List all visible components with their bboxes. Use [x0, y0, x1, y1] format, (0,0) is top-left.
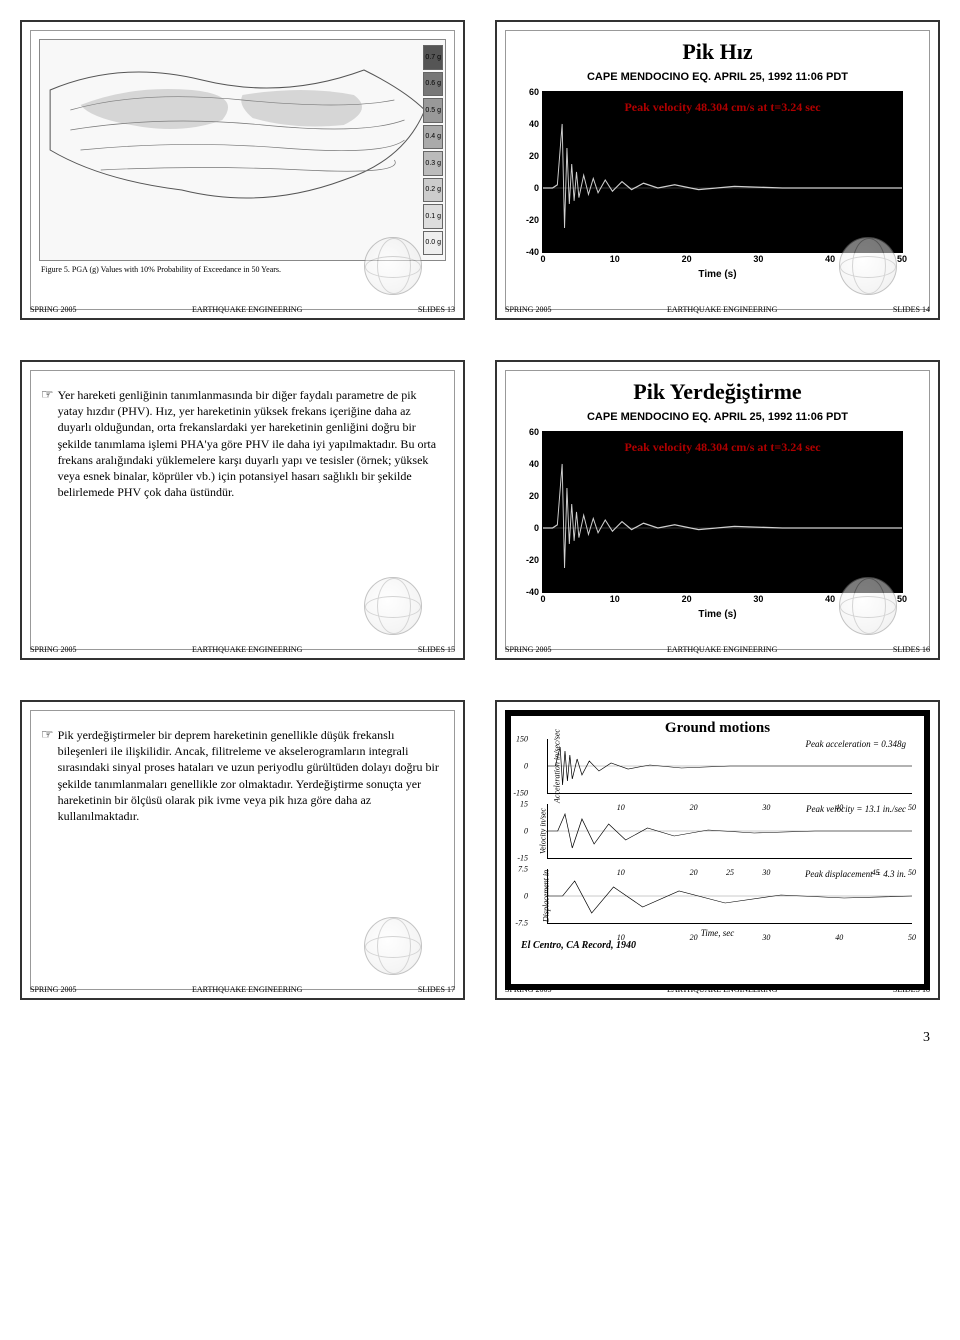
globe-icon	[364, 577, 422, 635]
colorbar-seg: 0.0 g	[423, 231, 443, 256]
gm-accel-chart: Acceleration in/sec/sec Peak acceleratio…	[547, 739, 912, 794]
footer-right: SLIDES 15	[418, 645, 455, 654]
map-colorbar: 0.7 g 0.6 g 0.5 g 0.4 g 0.3 g 0.2 g 0.1 …	[423, 44, 443, 256]
slide-18: Ground motions Acceleration in/sec/sec P…	[495, 700, 940, 1000]
footer-right: SLIDES 14	[893, 305, 930, 314]
slide-15: ☞ Yer hareketi genliğinin tanımlanmasınd…	[20, 360, 465, 660]
bullet-icon: ☞	[41, 387, 54, 500]
text-body: ☞ Yer hareketi genliğinin tanımlanmasınd…	[37, 377, 448, 500]
footer-mid: EARTHQUAKE ENGINEERING	[551, 645, 892, 654]
colorbar-seg: 0.1 g	[423, 204, 443, 229]
footer-right: SLIDES 13	[418, 305, 455, 314]
footer-mid: EARTHQUAKE ENGINEERING	[551, 985, 892, 994]
chart-subtitle: CAPE MENDOCINO EQ. APRIL 25, 1992 11:06 …	[512, 411, 923, 423]
chart-title: Pik Hız	[512, 39, 923, 65]
chart-title: Pik Yerdeğiştirme	[512, 379, 923, 405]
colorbar-seg: 0.3 g	[423, 151, 443, 176]
pga-map: 0.7 g 0.6 g 0.5 g 0.4 g 0.3 g 0.2 g 0.1 …	[39, 39, 446, 261]
globe-icon	[839, 237, 897, 295]
footer-right: SLIDES 17	[418, 985, 455, 994]
gm-xlabel: Time, sec	[517, 928, 918, 938]
gm-displacement-chart: Displacement in Peak displacement = 4.3 …	[547, 869, 912, 924]
bullet-icon: ☞	[41, 727, 54, 824]
footer-mid: EARTHQUAKE ENGINEERING	[76, 645, 417, 654]
footer-right: SLIDES 16	[893, 645, 930, 654]
globe-icon	[364, 917, 422, 975]
footer-left: SPRING 2005	[505, 645, 551, 654]
footer-left: SPRING 2005	[30, 985, 76, 994]
colorbar-seg: 0.7 g	[423, 45, 443, 70]
footer-mid: EARTHQUAKE ENGINEERING	[76, 305, 417, 314]
gm-title: Ground motions	[517, 720, 918, 737]
colorbar-seg: 0.6 g	[423, 72, 443, 97]
colorbar-seg: 0.5 g	[423, 98, 443, 123]
slide-13: 0.7 g 0.6 g 0.5 g 0.4 g 0.3 g 0.2 g 0.1 …	[20, 20, 465, 320]
paragraph: Pik yerdeğiştirmeler bir deprem hareketi…	[58, 727, 440, 824]
globe-icon	[839, 577, 897, 635]
footer-left: SPRING 2005	[30, 645, 76, 654]
globe-icon	[364, 237, 422, 295]
footer-left: SPRING 2005	[505, 305, 551, 314]
colorbar-seg: 0.4 g	[423, 125, 443, 150]
footer-right: SLIDES 18	[893, 985, 930, 994]
slide-footer: SPRING 2005 EARTHQUAKE ENGINEERING SLIDE…	[505, 645, 930, 654]
slide-14: Pik Hız CAPE MENDOCINO EQ. APRIL 25, 199…	[495, 20, 940, 320]
displacement-chart: Peak velocity 48.304 cm/s at t=3.24 sec …	[542, 431, 903, 593]
velocity-chart: Peak velocity 48.304 cm/s at t=3.24 sec …	[542, 91, 903, 253]
gm-velocity-chart: Velocity in/sec Peak velocity = 13.1 in.…	[547, 804, 912, 859]
gm-ylabel: Velocity in/sec	[538, 808, 547, 854]
gm-caption: El Centro, CA Record, 1940	[521, 940, 918, 951]
slide-16: Pik Yerdeğiştirme CAPE MENDOCINO EQ. APR…	[495, 360, 940, 660]
y-ticks: 60 40 20 0 -20 -40	[521, 432, 541, 592]
slide-grid: 0.7 g 0.6 g 0.5 g 0.4 g 0.3 g 0.2 g 0.1 …	[20, 20, 940, 1000]
footer-left: SPRING 2005	[30, 305, 76, 314]
slide-footer: SPRING 2005 EARTHQUAKE ENGINEERING SLIDE…	[30, 305, 455, 314]
slide-footer: SPRING 2005 EARTHQUAKE ENGINEERING SLIDE…	[505, 985, 930, 994]
colorbar-seg: 0.2 g	[423, 178, 443, 203]
slide-footer: SPRING 2005 EARTHQUAKE ENGINEERING SLIDE…	[30, 985, 455, 994]
text-body: ☞ Pik yerdeğiştirmeler bir deprem hareke…	[37, 717, 448, 824]
footer-mid: EARTHQUAKE ENGINEERING	[551, 305, 892, 314]
slide-footer: SPRING 2005 EARTHQUAKE ENGINEERING SLIDE…	[30, 645, 455, 654]
footer-left: SPRING 2005	[505, 985, 551, 994]
page-number: 3	[20, 1030, 930, 1046]
slide-footer: SPRING 2005 EARTHQUAKE ENGINEERING SLIDE…	[505, 305, 930, 314]
chart-subtitle: CAPE MENDOCINO EQ. APRIL 25, 1992 11:06 …	[512, 71, 923, 83]
y-ticks: 60 40 20 0 -20 -40	[521, 92, 541, 252]
paragraph: Yer hareketi genliğinin tanımlanmasında …	[58, 387, 440, 500]
slide-17: ☞ Pik yerdeğiştirmeler bir deprem hareke…	[20, 700, 465, 1000]
footer-mid: EARTHQUAKE ENGINEERING	[76, 985, 417, 994]
ground-motions-panel: Ground motions Acceleration in/sec/sec P…	[505, 710, 930, 990]
